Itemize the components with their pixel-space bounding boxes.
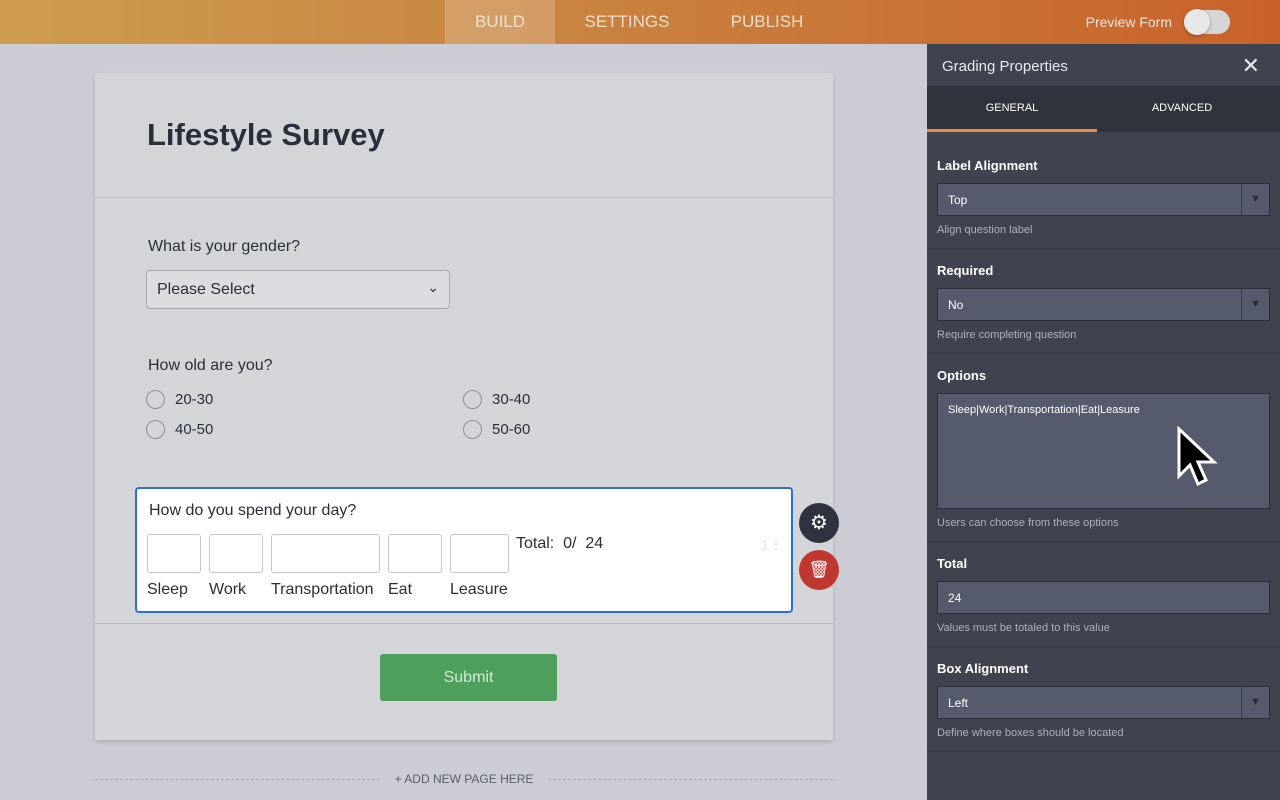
grading-question[interactable]: How do you spend your day? Sleep Work Tr… xyxy=(135,487,793,613)
box-label: Sleep xyxy=(147,581,188,598)
gender-select[interactable]: Please Select ⌄ xyxy=(146,270,450,309)
panel-header: Grading Properties ✕ xyxy=(927,44,1280,86)
properties-panel: Grading Properties ✕ GENERAL ADVANCED Lab… xyxy=(927,44,1280,800)
caret-down-icon: ▼ xyxy=(1241,184,1269,215)
required-section: Required No ▼ Require completing question xyxy=(927,249,1280,354)
divider xyxy=(95,197,833,198)
required-select[interactable]: No ▼ xyxy=(937,288,1270,321)
tab-advanced[interactable]: ADVANCED xyxy=(1151,102,1213,114)
chevron-down-icon: ⌄ xyxy=(427,279,439,295)
form-card: Lifestyle Survey What is your gender? Pl… xyxy=(95,73,833,740)
transportation-input[interactable] xyxy=(271,534,380,573)
radio-30-40[interactable]: 30-40 xyxy=(463,390,530,409)
question-age-label: How old are you? xyxy=(148,357,273,374)
caret-down-icon: ▼ xyxy=(1241,289,1269,320)
radio-20-30[interactable]: 20-30 xyxy=(146,390,213,409)
panel-title: Grading Properties xyxy=(942,58,1068,75)
form-title[interactable]: Lifestyle Survey xyxy=(147,117,385,152)
work-input[interactable] xyxy=(209,534,263,573)
question-gender-label: What is your gender? xyxy=(148,238,301,255)
preview-toggle[interactable] xyxy=(1184,9,1230,35)
select-value: Please Select xyxy=(157,281,255,298)
field-label: Label Alignment xyxy=(937,158,1038,173)
radio-40-50[interactable]: 40-50 xyxy=(146,420,213,439)
field-hint: Users can choose from these options xyxy=(937,517,1119,529)
leasure-input[interactable] xyxy=(450,534,509,573)
eat-input[interactable] xyxy=(388,534,442,573)
options-textarea[interactable]: Sleep|Work|Transportation|Eat|Leasure xyxy=(937,393,1270,509)
preview-form: Preview Form xyxy=(1086,0,1230,44)
panel-tabs: GENERAL ADVANCED xyxy=(927,86,1280,132)
field-hint: Align question label xyxy=(937,224,1033,236)
box-label: Leasure xyxy=(450,581,508,598)
field-label: Options xyxy=(937,368,987,383)
field-label: Required xyxy=(937,263,994,278)
box-label: Transportation xyxy=(271,581,374,598)
preview-label: Preview Form xyxy=(1085,14,1172,30)
total-input[interactable]: 24 xyxy=(937,581,1270,614)
trash-icon[interactable]: 🗑 xyxy=(799,550,839,590)
total-section: Total 24 Values must be totaled to this … xyxy=(927,542,1280,647)
field-label: Total xyxy=(937,556,968,571)
top-bar: BUILD SETTINGS PUBLISH Preview Form xyxy=(0,0,1280,44)
tab-general[interactable]: GENERAL xyxy=(927,86,1097,132)
sleep-input[interactable] xyxy=(147,534,201,573)
label-alignment-section: Label Alignment Top ▼ Align question labe… xyxy=(927,132,1280,249)
total-readout: Total: 0/ 24 xyxy=(516,535,604,552)
box-label: Eat xyxy=(388,581,413,598)
tab-publish[interactable]: PUBLISH xyxy=(730,12,804,31)
box-alignment-select[interactable]: Left ▼ xyxy=(937,686,1270,719)
question-day-label: How do you spend your day? xyxy=(149,502,357,519)
radio-50-60[interactable]: 50-60 xyxy=(463,420,530,439)
gear-icon[interactable]: ⚙ xyxy=(799,503,839,543)
box-alignment-section: Box Alignment Left ▼ Define where boxes s… xyxy=(927,647,1280,752)
options-section: Options Sleep|Work|Transportation|Eat|Le… xyxy=(927,354,1280,542)
tab-build[interactable]: BUILD xyxy=(445,0,555,44)
add-new-page-link[interactable]: + ADD NEW PAGE HERE xyxy=(95,772,833,786)
tab-settings[interactable]: SETTINGS xyxy=(584,12,670,31)
label-alignment-select[interactable]: Top ▼ xyxy=(937,183,1270,216)
drag-handle-icon[interactable]: ⋮⋮ xyxy=(760,540,782,551)
divider xyxy=(95,623,833,624)
box-label: Work xyxy=(209,581,247,598)
field-hint: Define where boxes should be located xyxy=(937,727,1124,739)
field-label: Box Alignment xyxy=(937,661,1029,676)
submit-button[interactable]: Submit xyxy=(380,654,557,701)
caret-down-icon: ▼ xyxy=(1241,687,1269,718)
close-icon[interactable]: ✕ xyxy=(1241,53,1260,78)
field-hint: Values must be totaled to this value xyxy=(937,622,1110,634)
mouse-cursor-icon xyxy=(1177,426,1218,487)
field-hint: Require completing question xyxy=(937,329,1077,341)
